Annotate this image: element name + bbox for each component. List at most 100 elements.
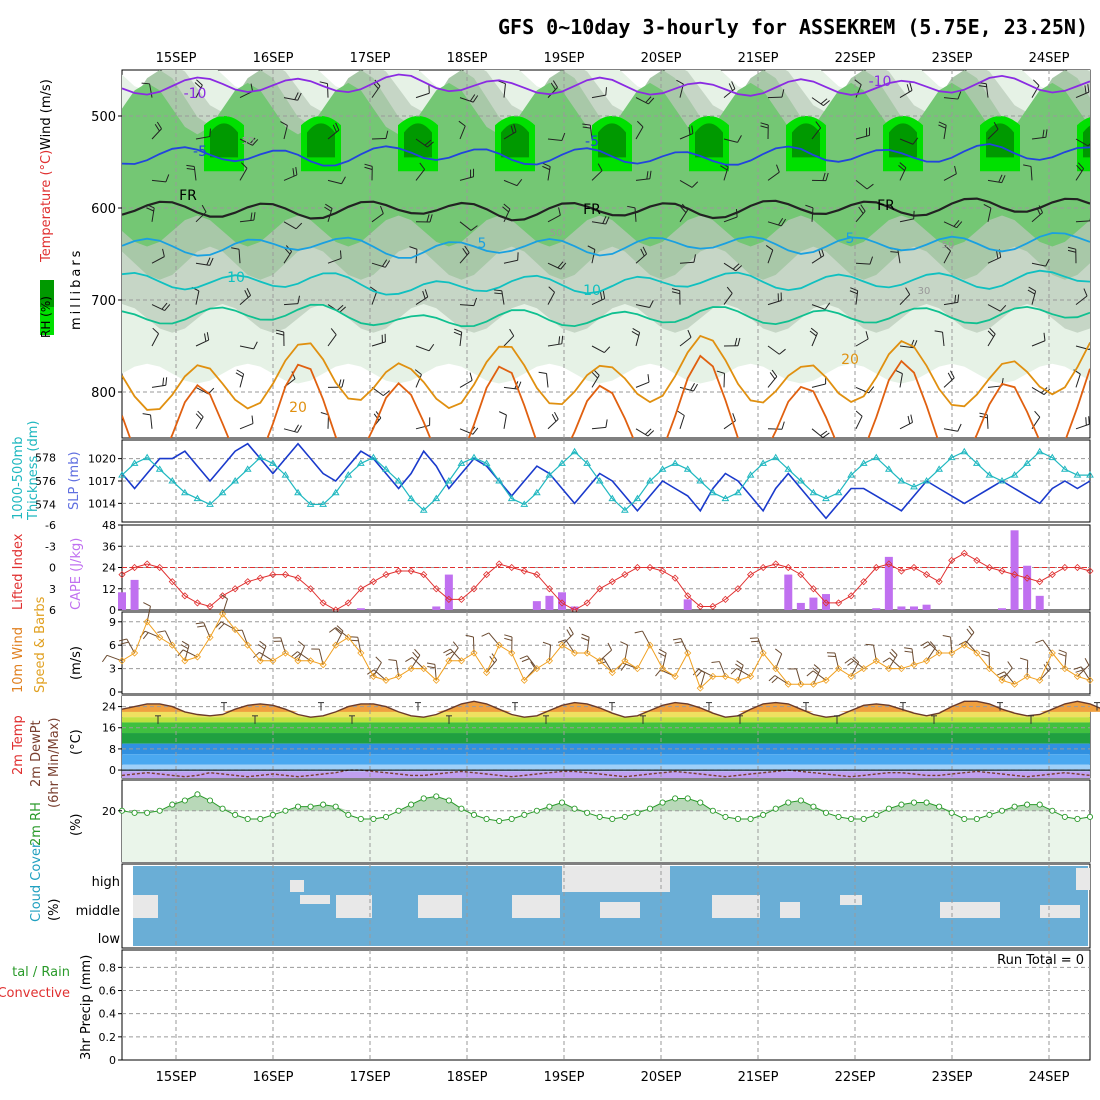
wind-barb bbox=[1077, 664, 1090, 677]
wind-barb-flag bbox=[558, 336, 561, 345]
wind-barb-flag bbox=[382, 259, 388, 267]
lifted-index-point bbox=[357, 585, 365, 593]
contour-label: 50 bbox=[242, 136, 255, 147]
lifted-index-point bbox=[118, 571, 126, 579]
thickness-point bbox=[407, 494, 416, 502]
wind-barb bbox=[635, 332, 641, 347]
wind-barb-flag bbox=[818, 249, 822, 258]
wind-barb-flag bbox=[938, 124, 946, 129]
wind-barb bbox=[943, 173, 957, 181]
wind-barb-flag bbox=[904, 647, 913, 650]
thickness-point bbox=[620, 506, 629, 513]
rh-convective-blob bbox=[307, 123, 335, 158]
isotherm--5 bbox=[122, 143, 1090, 167]
rh-2m-point bbox=[797, 797, 804, 804]
wind-barb-flag bbox=[691, 181, 699, 188]
wind-barb-flag bbox=[858, 206, 864, 214]
contour-label: -10 bbox=[184, 86, 207, 102]
wind-barb-flag bbox=[751, 640, 760, 643]
cloud-gap bbox=[133, 895, 158, 918]
chart-title: GFS 0~10day 3-hourly for ASSEKREM (5.75E… bbox=[498, 15, 1088, 39]
cloud-cover-fill bbox=[133, 866, 1090, 946]
thickness-point bbox=[1086, 471, 1094, 478]
thickness-point bbox=[583, 459, 592, 466]
wind-speed-point bbox=[923, 657, 931, 665]
lifted-index-point bbox=[784, 563, 792, 572]
wind-barb-flag bbox=[1043, 664, 1049, 672]
cape-axis-label: CAPE (J/kg) bbox=[69, 538, 84, 610]
rh-2m-point bbox=[144, 809, 151, 816]
wind-barb bbox=[811, 383, 826, 388]
wind-barb-flag bbox=[197, 410, 204, 418]
wind-barb-flag bbox=[647, 430, 655, 437]
wind-barb bbox=[335, 627, 349, 638]
wind-speed-point bbox=[596, 657, 604, 665]
wind-speed-point bbox=[571, 649, 579, 657]
wind-barb-flag bbox=[427, 665, 436, 669]
wind-barb-flag bbox=[252, 139, 259, 146]
wind-barb-flag bbox=[1075, 669, 1084, 673]
wind-barb-flag bbox=[297, 425, 302, 433]
wind-barb bbox=[239, 295, 251, 305]
wind-barb-flag bbox=[379, 205, 384, 214]
thickness-point bbox=[922, 477, 931, 484]
wind-barb-flag bbox=[1032, 79, 1040, 86]
wind-barb-flag bbox=[445, 651, 454, 656]
wind-barb-flag bbox=[1058, 652, 1067, 657]
rh-2m-point bbox=[546, 803, 553, 810]
slp-tick-label: 1017 bbox=[88, 475, 116, 488]
wind-speed-point bbox=[344, 633, 352, 641]
date-label-top: 15SEP bbox=[156, 51, 197, 66]
wind-speed-point bbox=[1086, 676, 1094, 684]
thickness-point bbox=[972, 459, 981, 466]
thickness-axis-label-2: Thickness (dm) bbox=[26, 421, 41, 521]
rh-2m-point bbox=[697, 799, 704, 806]
wind-speed-point bbox=[835, 665, 843, 673]
isotherm--10 bbox=[122, 73, 1090, 97]
wind-barb-flag bbox=[957, 91, 962, 100]
wind-barb-flag bbox=[602, 290, 606, 299]
wind-barb bbox=[239, 168, 248, 181]
wind-barb bbox=[987, 208, 992, 222]
wind-barb-flag bbox=[968, 625, 975, 633]
wind-speed-point bbox=[960, 641, 968, 649]
wind-speed-point bbox=[118, 657, 126, 665]
wind-barb-flag bbox=[336, 625, 344, 632]
wind-barb-flag bbox=[1085, 417, 1087, 426]
wind-barb bbox=[1075, 168, 1085, 181]
wind-barb bbox=[239, 219, 254, 223]
wind-barb bbox=[591, 426, 606, 430]
cape-bar bbox=[897, 606, 906, 610]
thickness-point bbox=[746, 471, 755, 478]
wind-barb bbox=[503, 131, 517, 140]
temp-2m-panel: 24 16 8 0 2m Temp 2m DewPt (6hr Min/Max) (°… bbox=[11, 695, 1100, 808]
lifted-index-point bbox=[734, 585, 742, 593]
wind-barb bbox=[811, 428, 824, 438]
contour-label: 20 bbox=[841, 352, 859, 368]
wind-barb bbox=[164, 630, 173, 646]
wind-barb bbox=[774, 675, 789, 685]
wind-barb-flag bbox=[737, 337, 741, 346]
rh-2m-point bbox=[533, 807, 540, 814]
lifted-index-point bbox=[445, 595, 453, 603]
wind-barb bbox=[767, 300, 782, 306]
rh-2m-point bbox=[206, 797, 214, 804]
wind-barb bbox=[1001, 667, 1013, 681]
thickness-point bbox=[595, 477, 604, 484]
wind-10m-panel: 9 6 3 0 10m Wind Speed & Barbs (m/s) bbox=[11, 594, 1094, 699]
wind-barb-flag bbox=[195, 622, 204, 625]
wind-barb-flag bbox=[516, 178, 523, 186]
wind-barb-flag bbox=[996, 671, 1005, 676]
thickness-point bbox=[947, 453, 956, 461]
wind-barb bbox=[635, 428, 649, 437]
wind-barb-flag bbox=[731, 81, 736, 89]
wind-barb-flag bbox=[779, 348, 786, 355]
lifted-index-grid bbox=[122, 525, 1090, 610]
wind-barb-flag bbox=[1034, 410, 1041, 418]
wind-barb-flag bbox=[469, 372, 473, 381]
wind-barb-flag bbox=[162, 377, 165, 386]
temp-color-band bbox=[122, 733, 1090, 744]
rh-2m-point bbox=[986, 811, 993, 818]
lifted-index-point bbox=[960, 549, 968, 557]
